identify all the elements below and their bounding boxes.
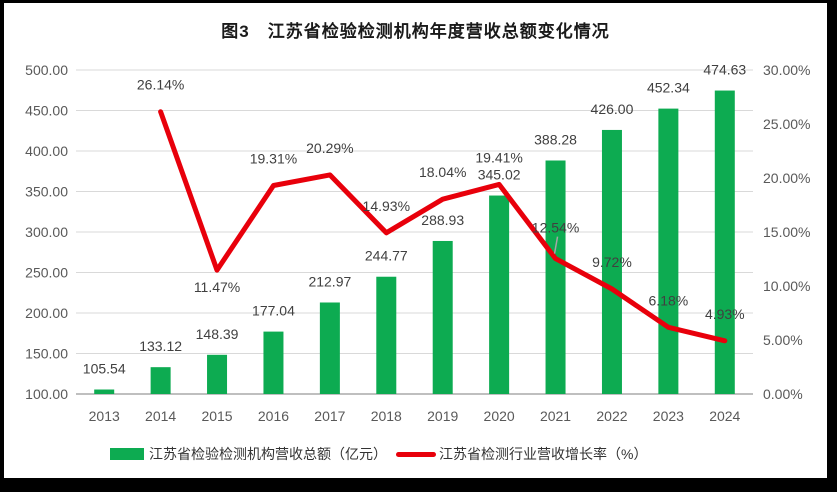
line-value-label: 20.29%: [306, 140, 353, 156]
right-axis-tick-label: 10.00%: [763, 278, 810, 294]
bar-value-label: 105.54: [83, 361, 126, 377]
line-series-label: 江苏省检测行业营收增长率（%）: [439, 446, 648, 462]
line-value-label: 11.47%: [194, 279, 240, 295]
x-axis-label: 2022: [596, 408, 627, 424]
x-axis-label: 2017: [314, 408, 345, 424]
right-axis-tick-label: 5.00%: [763, 332, 803, 348]
leader-line: [553, 236, 559, 254]
bar-value-label: 452.34: [647, 80, 690, 96]
left-axis-tick-label: 100.00: [25, 386, 68, 402]
bar-2022: [601, 129, 622, 394]
right-axis-tick-label: 20.00%: [763, 170, 810, 186]
x-axis-label: 2019: [427, 408, 458, 424]
x-axis-label: 2013: [89, 408, 120, 424]
bar-value-label: 177.04: [252, 303, 295, 319]
bar-2021: [545, 160, 566, 394]
x-axis-label: 2024: [709, 408, 740, 424]
bar-value-label: 244.77: [365, 248, 408, 264]
line-value-label: 14.93%: [363, 198, 410, 214]
legend: 江苏省检验检测机构营收总额（亿元） 江苏省检测行业营收增长率（%）: [110, 444, 647, 464]
line-value-label: 9.72%: [592, 254, 632, 270]
line-value-label: 6.18%: [649, 292, 689, 308]
left-axis-tick-label: 300.00: [25, 224, 68, 240]
left-axis-tick-label: 400.00: [25, 143, 68, 159]
bar-2023: [658, 108, 679, 394]
growth-rate-line: [158, 109, 728, 344]
bar-2019: [432, 240, 453, 394]
bar-2016: [263, 331, 284, 394]
chart-title: 图3 江苏省检验检测机构年度营收总额变化情况: [221, 22, 610, 41]
line-value-label: 12.54%: [532, 220, 579, 236]
chart-canvas: 图3 江苏省检验检测机构年度营收总额变化情况 100.00 150.00 200.0…: [4, 3, 827, 478]
bar-2018: [376, 276, 397, 394]
bar-2017: [319, 302, 340, 394]
bar-2020: [489, 195, 510, 394]
bar-value-label: 474.63: [703, 62, 746, 78]
line-series-swatch: [396, 451, 436, 457]
x-axis-label: 2020: [484, 408, 515, 424]
right-axis-tick-label: 0.00%: [763, 386, 803, 402]
line-value-label: 19.41%: [475, 149, 522, 165]
line-value-label: 19.31%: [250, 150, 297, 166]
line-value-label: 26.14%: [137, 77, 184, 93]
bar-series-swatch: [110, 448, 144, 460]
bar-2015: [207, 354, 228, 394]
bar-value-label: 148.39: [196, 326, 239, 342]
x-axis-label: 2015: [201, 408, 232, 424]
left-axis-tick-label: 450.00: [25, 103, 68, 119]
right-axis-tick-label: 30.00%: [763, 62, 810, 78]
x-axis-label: 2014: [145, 408, 176, 424]
bar-2013: [94, 389, 115, 394]
x-axis-label: 2018: [371, 408, 402, 424]
bar-value-label: 345.02: [478, 167, 521, 183]
line-value-label: 4.93%: [705, 306, 745, 322]
x-axis-label: 2016: [258, 408, 289, 424]
bar-value-label: 133.12: [139, 338, 182, 354]
left-axis-tick-label: 250.00: [25, 265, 68, 281]
line-value-label: 18.04%: [419, 164, 466, 180]
bar-value-label: 212.97: [308, 273, 351, 289]
right-axis-tick-label: 15.00%: [763, 224, 810, 240]
bar-series-label: 江苏省检验检测机构营收总额（亿元）: [149, 446, 387, 462]
legend-item-growth: 江苏省检测行业营收增长率（%）: [387, 444, 647, 464]
bar-2024: [714, 90, 735, 395]
bar-value-label: 426.00: [591, 101, 634, 117]
bar-value-label: 288.93: [421, 212, 464, 228]
left-axis-tick-label: 500.00: [25, 62, 68, 78]
x-axis-label: 2021: [540, 408, 571, 424]
right-axis-tick-label: 25.00%: [763, 116, 810, 132]
x-axis-label: 2023: [653, 408, 684, 424]
bar-value-label: 388.28: [534, 131, 577, 147]
bar-2014: [150, 367, 171, 394]
left-axis-tick-label: 350.00: [25, 184, 68, 200]
left-axis-tick-label: 200.00: [25, 305, 68, 321]
legend-item-revenue: 江苏省检验检测机构营收总额（亿元）: [110, 444, 387, 464]
left-axis-tick-label: 150.00: [25, 346, 68, 362]
chart-plot: 100.00 150.00 200.00 250.00 300.00 350.00 400.…: [25, 62, 810, 424]
